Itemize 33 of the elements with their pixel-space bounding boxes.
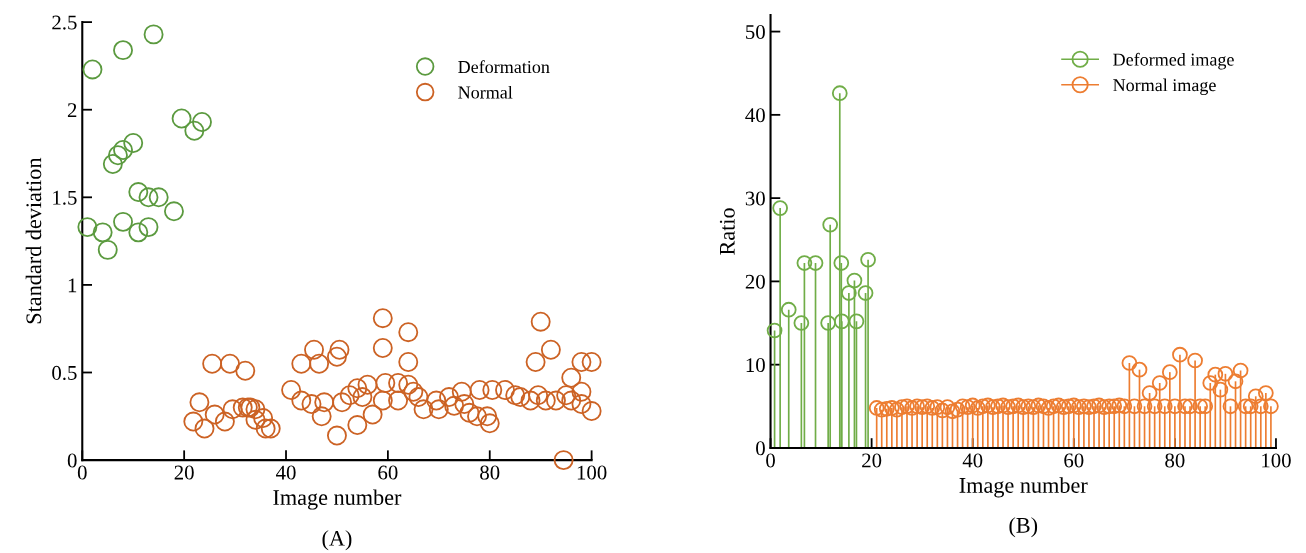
x-tick-label: 0: [766, 453, 775, 468]
x-tick-label: 80: [480, 465, 500, 480]
y-axis-title: Ratio: [719, 208, 735, 255]
x-axis-title: Image number: [959, 477, 1088, 498]
text: (A): [322, 530, 352, 551]
y-tick-label: 40: [745, 108, 765, 123]
x-tick-label: 40: [962, 453, 983, 468]
y-tick-label: 10: [746, 358, 765, 373]
y-tick-label: 1: [68, 278, 77, 293]
x-tick-label: 60: [1064, 453, 1084, 468]
x-tick-label: 40: [276, 465, 296, 480]
y-tick-label: 0.5: [52, 365, 77, 381]
x-tick-label: 100: [1262, 453, 1291, 468]
y-tick-label: 2.5: [52, 15, 77, 30]
x-tick-label: 0: [77, 465, 87, 480]
y-tick-label: 20: [745, 274, 765, 289]
y-tick-label: 30: [745, 191, 765, 206]
legend-label: Deformation: [458, 60, 550, 74]
legend-label: Deformed image: [1113, 52, 1234, 70]
x-tick-label: 60: [378, 465, 398, 480]
x-tick-label: 100: [577, 465, 607, 480]
y-tick-label: 2: [67, 103, 77, 117]
x-axis-title: Image number: [273, 489, 402, 510]
text: (B): [1009, 517, 1038, 538]
y-tick-label: 0: [756, 441, 765, 456]
y-tick-label: 50: [746, 24, 765, 40]
x-tick-label: 20: [862, 453, 882, 468]
legend-label: Normal image: [1113, 78, 1216, 95]
y-axis-title: Standard deviation: [25, 157, 42, 324]
x-tick-label: 20: [174, 465, 194, 480]
legend-label: Normal: [458, 85, 513, 99]
y-tick-label: 1.5: [53, 190, 77, 205]
x-tick-label: 80: [1165, 453, 1185, 468]
